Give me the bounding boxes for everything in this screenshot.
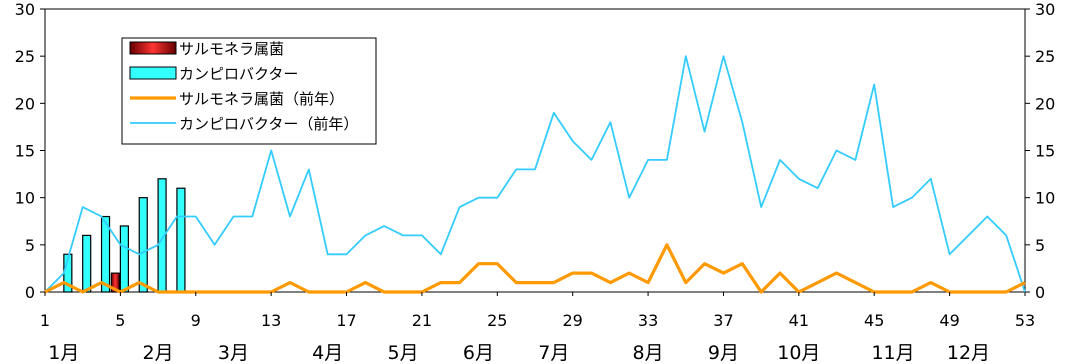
- y-right-tick-label: 25: [1035, 47, 1055, 66]
- y-right-tick-label: 0: [1035, 283, 1045, 302]
- y-left-tick-label: 25: [15, 47, 35, 66]
- x-tick-label: 37: [713, 311, 733, 330]
- y-left-tick-label: 20: [15, 94, 35, 113]
- lines: [44, 55, 1026, 294]
- legend-label: サルモネラ属菌（前年）: [179, 90, 344, 108]
- salmonella-bar: [110, 272, 120, 293]
- month-label: 3月: [218, 342, 249, 364]
- x-tick-label: 53: [1015, 311, 1035, 330]
- x-tick-label: 17: [336, 311, 356, 330]
- campylobacter-bar: [82, 234, 92, 293]
- legend-label: カンピロバクター（前年）: [179, 115, 358, 133]
- x-tick-label: 29: [563, 311, 583, 330]
- legend-label: サルモネラ属菌: [179, 40, 284, 58]
- month-label: 12月: [947, 342, 990, 364]
- x-tick-label: 5: [115, 311, 125, 330]
- campylobacter-prev-year-line: [44, 55, 1026, 293]
- month-label: 11月: [871, 342, 914, 364]
- month-label: 4月: [312, 342, 343, 364]
- month-label: 6月: [463, 342, 494, 364]
- x-tick-label: 41: [789, 311, 809, 330]
- x-tick-label: 21: [412, 311, 432, 330]
- legend-box: [121, 37, 377, 145]
- x-tick-label: 45: [864, 311, 884, 330]
- campylobacter-bar: [176, 187, 186, 293]
- salmonella-prev-year-line: [44, 243, 1026, 294]
- x-tick-label: 13: [261, 311, 281, 330]
- month-label: 5月: [388, 342, 419, 364]
- campylobacter-bar: [138, 197, 148, 293]
- legend-swatch: [129, 41, 177, 55]
- legend-swatch: [129, 66, 177, 80]
- y-left-tick-label: 5: [25, 236, 35, 255]
- x-tick-label: 25: [487, 311, 507, 330]
- y-left-tick-label: 0: [25, 283, 35, 302]
- x-tick-label: 1: [40, 311, 50, 330]
- month-label: 8月: [633, 342, 664, 364]
- campylobacter-bar: [100, 215, 111, 293]
- month-label: 7月: [538, 342, 569, 364]
- x-tick-label: 33: [638, 311, 658, 330]
- bars: [63, 178, 186, 293]
- y-left-tick-label: 10: [15, 189, 35, 208]
- y-right-tick-label: 5: [1035, 236, 1045, 255]
- y-right-tick-label: 10: [1035, 189, 1055, 208]
- month-label: 2月: [143, 342, 174, 364]
- month-label: 1月: [48, 342, 79, 364]
- x-tick-label: 49: [939, 311, 959, 330]
- month-label: 10月: [777, 342, 820, 364]
- month-label: 9月: [708, 342, 739, 364]
- campylobacter-bar: [119, 225, 129, 293]
- y-right-tick-label: 20: [1035, 94, 1055, 113]
- y-left-tick-label: 30: [15, 0, 35, 19]
- y-left-tick-label: 15: [15, 142, 35, 161]
- y-right-tick-label: 15: [1035, 142, 1055, 161]
- y-right-tick-label: 30: [1035, 0, 1055, 19]
- x-tick-label: 9: [191, 311, 201, 330]
- legend-label: カンピロバクター: [179, 65, 298, 83]
